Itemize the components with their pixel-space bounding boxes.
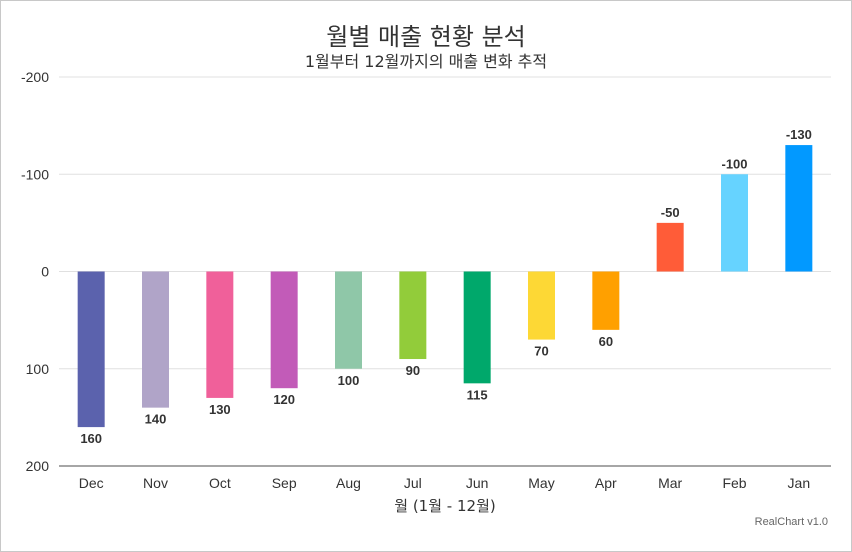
x-tick-label: Jan: [788, 475, 811, 491]
x-tick-label: Dec: [79, 475, 104, 491]
bar: [206, 271, 234, 398]
x-tick-label: Feb: [722, 475, 746, 491]
x-tick-label: Oct: [209, 475, 231, 491]
x-tick-label: Aug: [336, 475, 361, 491]
y-tick-label: -100: [21, 166, 49, 182]
bar: [399, 271, 427, 360]
bar: [592, 271, 620, 330]
data-label: -130: [786, 127, 812, 142]
data-label: 140: [145, 412, 167, 427]
data-labels: 160 140 130 120 100 90 115 70 60 -50 -100 -130: [80, 127, 812, 446]
x-tick-label: Nov: [143, 475, 168, 491]
x-tick-label: Mar: [658, 475, 682, 491]
x-axis: Dec Nov Oct Sep Aug Jul Jun May Apr Mar Feb Jan: [79, 475, 810, 491]
y-tick-label: 200: [26, 458, 50, 474]
grid-lines: [59, 76, 831, 467]
x-tick-label: May: [528, 475, 554, 491]
data-label: 60: [599, 334, 613, 349]
credit-text: RealChart v1.0: [754, 516, 828, 528]
x-tick-label: Jun: [466, 475, 489, 491]
data-label: 160: [80, 431, 102, 446]
bar: [656, 222, 684, 272]
bar: [785, 145, 813, 272]
y-tick-label: -200: [21, 69, 49, 85]
data-label: 115: [467, 387, 488, 402]
bar: [721, 174, 748, 272]
data-label: 100: [338, 373, 360, 388]
bar: [142, 271, 169, 408]
data-label: 130: [209, 402, 231, 417]
bar: [335, 271, 362, 369]
data-label: -50: [661, 205, 680, 220]
chart-title: 월별 매출 현황 분석: [326, 23, 526, 51]
data-label: -100: [721, 156, 747, 171]
chart-subtitle: 1월부터 12월까지의 매출 변화 추적: [304, 52, 548, 71]
bar: [463, 271, 491, 384]
bar: [77, 271, 105, 428]
y-axis: -200 -100 0 100 200: [21, 69, 49, 474]
x-tick-label: Sep: [272, 475, 297, 491]
bar: [270, 271, 298, 389]
y-tick-label: 100: [26, 361, 50, 377]
x-tick-label: Jul: [404, 475, 422, 491]
x-tick-label: Apr: [595, 475, 617, 491]
bar-series: [77, 145, 813, 428]
y-tick-label: 0: [41, 264, 49, 280]
data-label: 70: [534, 344, 548, 359]
data-label: 120: [273, 392, 295, 407]
bar: [528, 271, 555, 340]
data-label: 90: [406, 363, 420, 378]
x-axis-title: 월 (1월 - 12월): [394, 497, 495, 515]
